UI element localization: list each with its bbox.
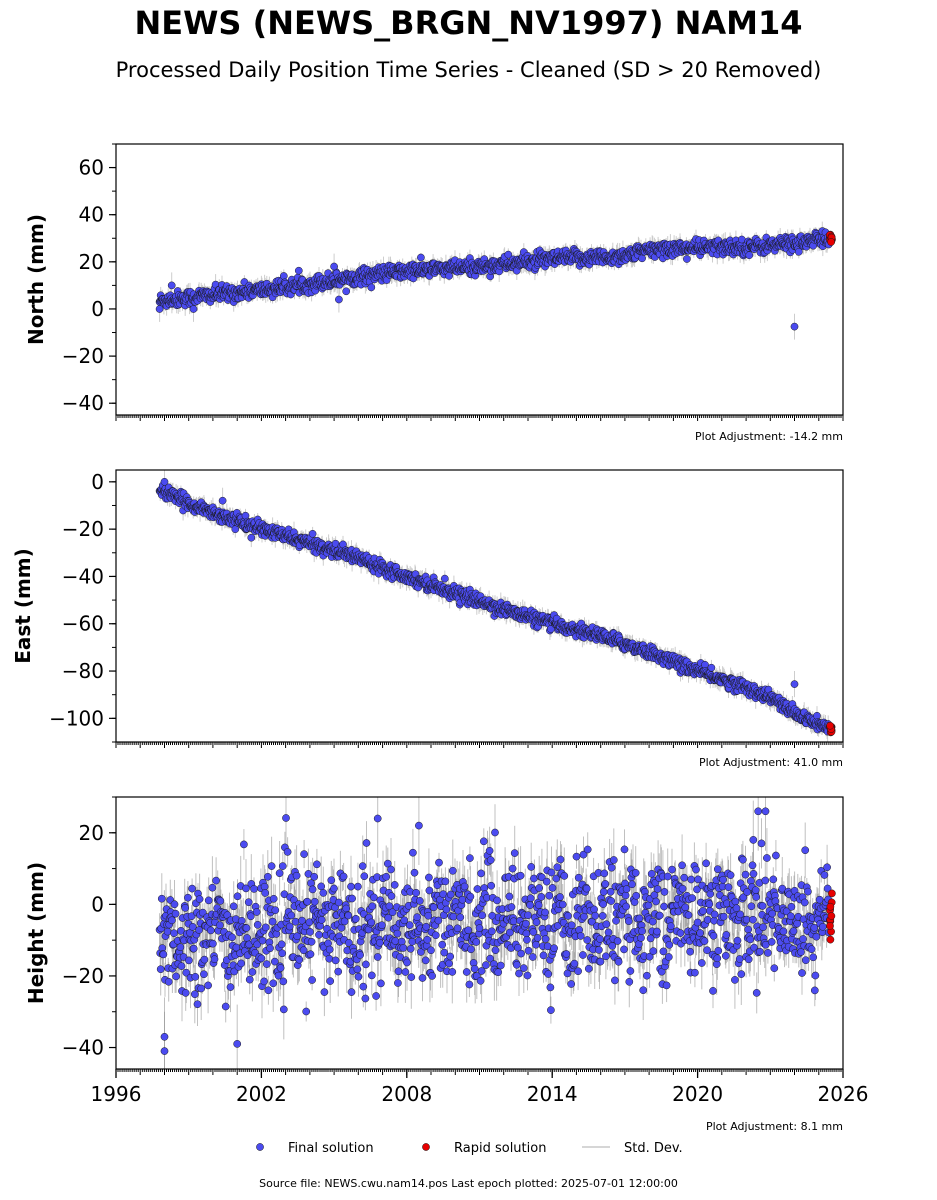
panel-north: −40 −20 0 20 40 60 North (mm) Plot Adjustment: … [24, 143, 844, 443]
plot-adjustment-label: Plot Adjustment: -14.2 mm [695, 430, 843, 443]
final-point [794, 247, 803, 256]
final-point [335, 295, 343, 304]
y-tick-label: 60 [79, 156, 104, 180]
y-tick-label: −20 [62, 344, 104, 368]
final-solution-points [155, 477, 833, 736]
y-tick-label: −40 [62, 391, 104, 415]
final-point [308, 529, 317, 538]
final-point [638, 254, 646, 263]
chart-subtitle: Processed Daily Position Time Series - C… [115, 58, 822, 82]
final-point [790, 322, 799, 331]
final-point [231, 525, 240, 534]
final-point [342, 287, 351, 296]
final-point [745, 251, 754, 260]
final-point [330, 262, 338, 271]
final-point [167, 281, 176, 290]
rapid-point [827, 238, 835, 246]
final-point [440, 574, 449, 583]
y-axis-label: North (mm) [24, 214, 48, 345]
final-point [247, 533, 256, 542]
rapid-solution-points [825, 230, 836, 246]
y-tick-label: 0 [91, 297, 104, 321]
final-point [417, 253, 425, 262]
final-point [279, 272, 288, 280]
plot-frame [115, 143, 844, 416]
final-solution-points [155, 227, 833, 331]
plot-area [155, 221, 836, 340]
final-point [504, 250, 513, 259]
y-tick-label: 40 [79, 203, 104, 227]
chart-title: NEWS (NEWS_BRGN_NV1997) NAM14 [134, 4, 803, 42]
final-point [189, 305, 198, 313]
final-point [155, 305, 164, 313]
y-tick-label: 20 [79, 250, 104, 274]
final-point [683, 255, 691, 263]
plot-area [155, 470, 836, 742]
final-point [367, 283, 376, 292]
final-point [445, 272, 453, 280]
final-point [294, 266, 303, 275]
